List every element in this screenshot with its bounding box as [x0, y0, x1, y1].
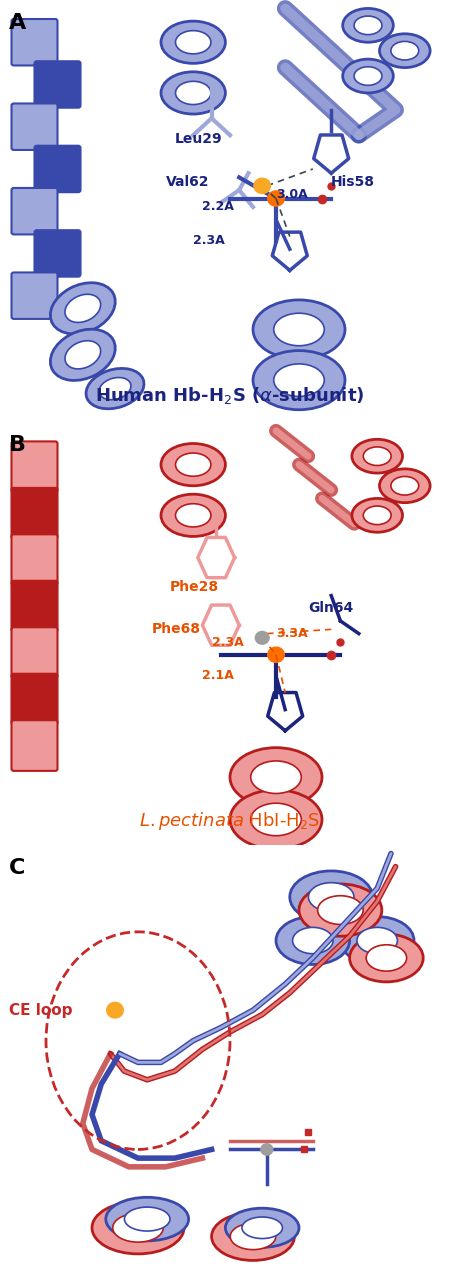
- FancyBboxPatch shape: [11, 673, 57, 724]
- Ellipse shape: [99, 378, 131, 399]
- FancyBboxPatch shape: [11, 581, 57, 631]
- Ellipse shape: [211, 1212, 294, 1261]
- Ellipse shape: [340, 916, 413, 965]
- FancyBboxPatch shape: [34, 61, 80, 108]
- Ellipse shape: [342, 9, 392, 42]
- Ellipse shape: [342, 59, 392, 93]
- Ellipse shape: [241, 1217, 282, 1239]
- Ellipse shape: [363, 447, 390, 466]
- Circle shape: [106, 1002, 123, 1018]
- FancyBboxPatch shape: [11, 534, 57, 585]
- Ellipse shape: [175, 82, 210, 105]
- Ellipse shape: [230, 790, 321, 849]
- Circle shape: [260, 1144, 272, 1155]
- Ellipse shape: [50, 329, 115, 380]
- Ellipse shape: [252, 300, 344, 358]
- FancyBboxPatch shape: [11, 19, 57, 65]
- Circle shape: [253, 178, 270, 193]
- Ellipse shape: [365, 945, 406, 972]
- Ellipse shape: [175, 31, 210, 54]
- Ellipse shape: [124, 1207, 170, 1231]
- Ellipse shape: [351, 498, 402, 532]
- Text: C: C: [9, 858, 26, 878]
- Ellipse shape: [106, 1197, 188, 1240]
- Ellipse shape: [250, 760, 301, 794]
- Text: 2.1A: 2.1A: [202, 669, 234, 682]
- FancyBboxPatch shape: [11, 188, 57, 234]
- Ellipse shape: [230, 1224, 275, 1249]
- Text: Human Hb-H$_2$S ($\alpha$-subunit): Human Hb-H$_2$S ($\alpha$-subunit): [95, 384, 364, 406]
- Ellipse shape: [92, 1202, 184, 1254]
- Text: Phe68: Phe68: [151, 622, 201, 636]
- Ellipse shape: [275, 916, 349, 965]
- Text: Gln64: Gln64: [308, 602, 353, 616]
- Ellipse shape: [161, 494, 225, 536]
- FancyBboxPatch shape: [11, 442, 57, 492]
- Ellipse shape: [86, 369, 144, 408]
- Ellipse shape: [308, 883, 353, 911]
- Ellipse shape: [356, 928, 397, 954]
- FancyBboxPatch shape: [11, 627, 57, 678]
- Ellipse shape: [390, 476, 418, 495]
- FancyBboxPatch shape: [11, 488, 57, 539]
- Ellipse shape: [273, 314, 324, 346]
- Text: Val62: Val62: [165, 174, 209, 188]
- Ellipse shape: [292, 928, 332, 954]
- Ellipse shape: [230, 748, 321, 806]
- Ellipse shape: [349, 934, 422, 982]
- Text: 2.3A: 2.3A: [211, 636, 243, 649]
- Circle shape: [267, 648, 284, 662]
- Ellipse shape: [353, 17, 381, 35]
- Ellipse shape: [353, 67, 381, 86]
- Ellipse shape: [273, 364, 324, 397]
- Ellipse shape: [65, 294, 101, 323]
- Text: 2.2A: 2.2A: [202, 201, 234, 214]
- FancyBboxPatch shape: [34, 230, 80, 276]
- FancyBboxPatch shape: [11, 721, 57, 771]
- Ellipse shape: [225, 1208, 298, 1247]
- Ellipse shape: [175, 453, 210, 476]
- FancyBboxPatch shape: [34, 146, 80, 192]
- FancyBboxPatch shape: [11, 104, 57, 150]
- Ellipse shape: [112, 1213, 163, 1242]
- Ellipse shape: [250, 803, 301, 836]
- Ellipse shape: [289, 870, 372, 923]
- Text: Leu29: Leu29: [174, 132, 222, 146]
- Ellipse shape: [379, 468, 429, 503]
- Circle shape: [267, 191, 284, 206]
- FancyBboxPatch shape: [11, 273, 57, 319]
- Ellipse shape: [252, 351, 344, 410]
- Ellipse shape: [363, 506, 390, 525]
- Text: 2.3A: 2.3A: [193, 234, 224, 247]
- Ellipse shape: [50, 283, 115, 334]
- Text: $\it{L. pectinata}$ HbI-H$_2$S: $\it{L. pectinata}$ HbI-H$_2$S: [139, 810, 320, 832]
- Text: 3.3A: 3.3A: [275, 627, 307, 640]
- Ellipse shape: [298, 884, 381, 936]
- Text: CE loop: CE loop: [9, 1002, 73, 1018]
- Ellipse shape: [379, 33, 429, 68]
- Ellipse shape: [317, 896, 363, 924]
- Ellipse shape: [65, 340, 101, 369]
- Ellipse shape: [390, 41, 418, 60]
- Ellipse shape: [161, 443, 225, 485]
- Text: 3.0A: 3.0A: [275, 188, 307, 201]
- Text: His58: His58: [330, 174, 375, 188]
- Ellipse shape: [161, 72, 225, 114]
- Ellipse shape: [351, 439, 402, 474]
- Circle shape: [255, 631, 269, 644]
- Text: B: B: [9, 435, 26, 456]
- Text: Phe28: Phe28: [170, 580, 219, 594]
- Ellipse shape: [161, 20, 225, 63]
- Ellipse shape: [175, 504, 210, 527]
- Text: A: A: [9, 13, 27, 33]
